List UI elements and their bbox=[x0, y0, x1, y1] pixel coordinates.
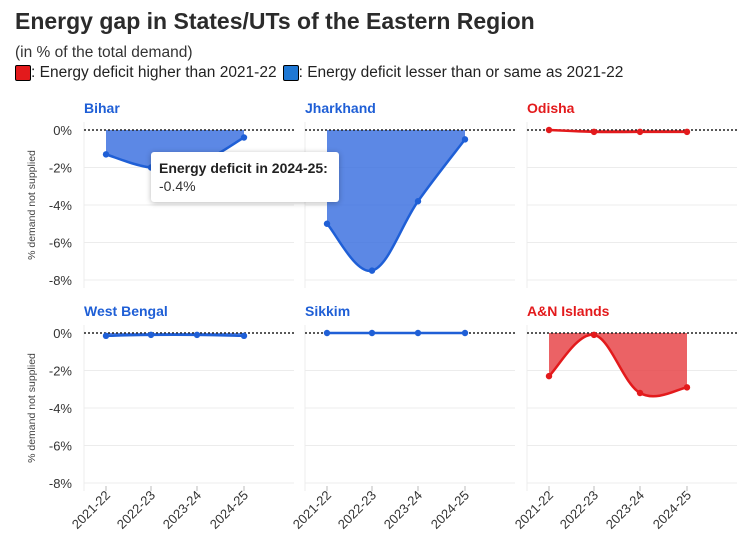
legend-blue-label: : Energy deficit lesser than or same as … bbox=[298, 64, 624, 81]
data-point bbox=[323, 220, 331, 227]
y-tick-label: -8% bbox=[49, 273, 73, 288]
data-point bbox=[590, 331, 598, 339]
data-point bbox=[193, 331, 201, 339]
chart-subtitle: (in % of the total demand) bbox=[15, 44, 193, 61]
y-axis-title: % demand not supplied bbox=[26, 150, 38, 260]
y-tick-label: -8% bbox=[49, 476, 73, 491]
data-point bbox=[240, 134, 248, 141]
legend: : Energy deficit higher than 2021-22 : E… bbox=[15, 64, 623, 82]
data-point bbox=[545, 126, 553, 134]
data-point bbox=[147, 331, 155, 339]
series-line bbox=[548, 128, 687, 134]
data-point bbox=[590, 128, 598, 136]
data-point bbox=[323, 329, 331, 337]
data-point bbox=[240, 332, 248, 340]
area-fill bbox=[327, 130, 465, 271]
x-tick-label: 2024-25 bbox=[650, 488, 694, 532]
x-tick-label: 2023-24 bbox=[160, 488, 204, 532]
panel-title: West Bengal bbox=[84, 303, 168, 319]
x-tick-label: 2022-23 bbox=[557, 488, 601, 532]
x-tick-label: 2024-25 bbox=[207, 488, 251, 532]
legend-red-swatch bbox=[15, 65, 31, 81]
x-tick-label: 2023-24 bbox=[381, 488, 425, 532]
legend-blue-swatch bbox=[282, 65, 299, 81]
y-tick-label: -6% bbox=[49, 439, 73, 454]
x-tick-label: 2022-23 bbox=[114, 488, 158, 532]
area-fill bbox=[549, 333, 687, 397]
data-point bbox=[368, 329, 376, 337]
data-point bbox=[368, 267, 376, 274]
data-point bbox=[461, 136, 469, 143]
data-point bbox=[545, 372, 553, 380]
x-tick-label: 2021-22 bbox=[69, 488, 113, 532]
x-tick-label: 2021-22 bbox=[512, 488, 556, 532]
panel-title: A&N Islands bbox=[527, 303, 610, 319]
panel-title: Odisha bbox=[527, 100, 575, 116]
y-axis-title: % demand not supplied bbox=[26, 353, 38, 463]
data-point bbox=[683, 128, 691, 136]
data-point bbox=[461, 329, 469, 337]
data-point bbox=[636, 389, 644, 397]
y-tick-label: 0% bbox=[53, 123, 72, 138]
panel-title: Sikkim bbox=[305, 303, 350, 319]
series-line bbox=[326, 138, 466, 272]
panel-title: Bihar bbox=[84, 100, 120, 116]
series-line bbox=[105, 333, 245, 338]
x-tick-label: 2021-22 bbox=[290, 488, 334, 532]
y-tick-label: -6% bbox=[49, 236, 73, 251]
data-point bbox=[102, 332, 110, 340]
y-tick-label: 0% bbox=[53, 326, 72, 341]
data-point bbox=[683, 384, 691, 391]
chart-title: Energy gap in States/UTs of the Eastern … bbox=[15, 8, 535, 34]
tooltip: Energy deficit in 2024-25: -0.4% bbox=[151, 152, 339, 202]
x-tick-label: 2024-25 bbox=[428, 488, 472, 532]
data-point bbox=[414, 329, 422, 337]
data-point bbox=[636, 128, 644, 136]
y-tick-label: -2% bbox=[49, 161, 73, 176]
tooltip-label: Energy deficit in 2024-25: bbox=[159, 160, 328, 176]
data-point bbox=[102, 151, 110, 158]
y-tick-label: -4% bbox=[49, 401, 73, 416]
x-tick-label: 2023-24 bbox=[603, 488, 647, 532]
y-tick-label: -4% bbox=[49, 198, 73, 213]
area-fill bbox=[106, 130, 244, 169]
series-line bbox=[548, 333, 688, 398]
legend-red-label: : Energy deficit higher than 2021-22 bbox=[31, 64, 277, 81]
y-tick-label: -2% bbox=[49, 364, 73, 379]
data-point bbox=[414, 198, 422, 205]
tooltip-value: -0.4% bbox=[159, 178, 196, 194]
x-tick-label: 2022-23 bbox=[335, 488, 379, 532]
panel-title: Jharkhand bbox=[305, 100, 376, 116]
